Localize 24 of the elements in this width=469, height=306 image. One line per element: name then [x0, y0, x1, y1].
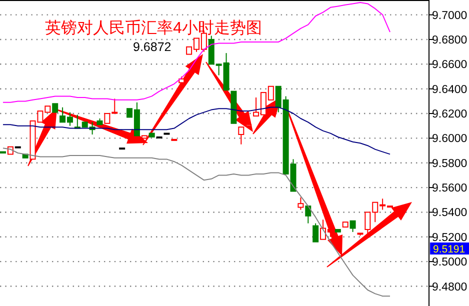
y-tick-label: 9.5600	[432, 182, 468, 195]
annotation: 9.6872	[133, 40, 172, 54]
y-tick-label: 9.5200	[432, 232, 468, 244]
y-tick-label: 9.6400	[432, 84, 468, 96]
y-tick-label: 9.6000	[432, 133, 468, 146]
y-tick-label: 9.4800	[432, 281, 468, 294]
y-tick-label: 9.5800	[432, 158, 468, 170]
candlestick	[141, 135, 148, 139]
y-tick-label: 9.5000	[432, 256, 468, 269]
y-tick-label: 9.6600	[432, 59, 468, 72]
y-tick-label: 9.7000	[432, 10, 468, 22]
y-tick-label: 9.6200	[432, 108, 468, 121]
y-tick-label: 9.5400	[432, 207, 468, 220]
candlestick	[148, 132, 155, 138]
candlestick	[342, 222, 348, 228]
candlestick	[334, 229, 341, 232]
line-series	[2, 2, 390, 103]
candlestick	[238, 126, 244, 145]
text: 英镑对人民币汇率4小时走势图	[45, 19, 262, 37]
y-tick-label: 9.6800	[432, 34, 468, 46]
candlestick	[52, 103, 58, 113]
candlestick	[305, 206, 312, 224]
candlestick	[230, 90, 237, 124]
text: 9.5191	[433, 244, 466, 256]
